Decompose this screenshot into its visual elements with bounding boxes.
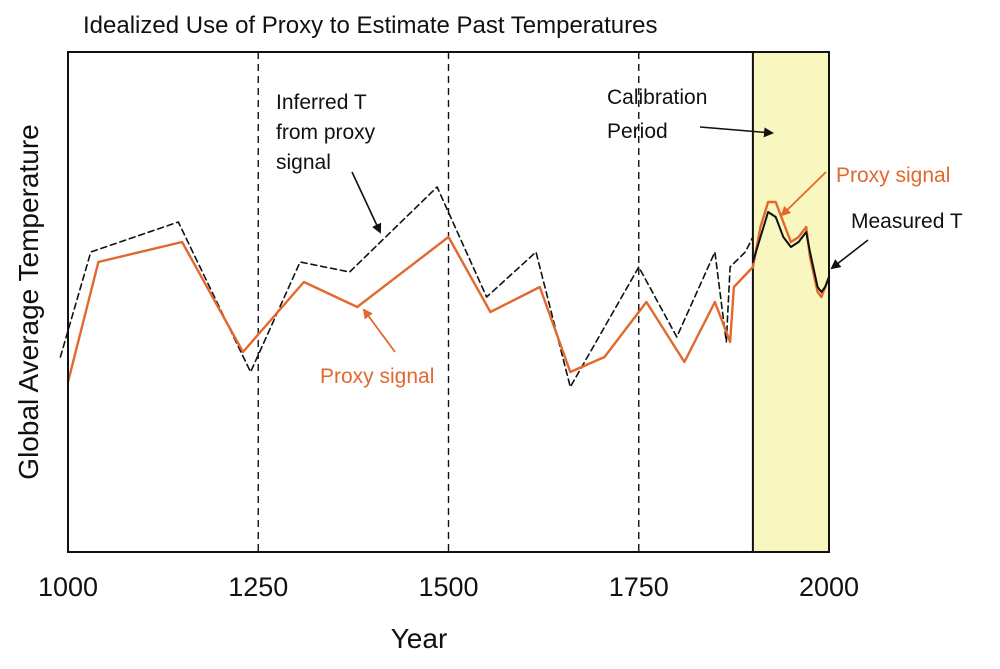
x-axis-label: Year — [391, 623, 448, 654]
chart-title: Idealized Use of Proxy to Estimate Past … — [83, 12, 658, 39]
annotation-proxy-calib-text: Proxy signal — [836, 164, 950, 187]
series-proxy-line — [66, 235, 755, 384]
annotation-calibration-line-2: Period — [607, 120, 668, 143]
x-tick-label-1000: 1000 — [38, 572, 98, 602]
annotation-inferred-line-3: signal — [276, 151, 331, 174]
annotation-proxy-main-arrow — [362, 308, 396, 353]
annotation-measured: Measured T — [830, 210, 963, 270]
annotation-proxy-main-text: Proxy signal — [320, 365, 434, 388]
calibration-period-band — [752, 52, 829, 552]
series-measured-line — [751, 211, 830, 293]
plot-frame — [67, 51, 830, 553]
annotation-calibration-arrow — [699, 126, 774, 138]
annotation-measured-text: Measured T — [851, 210, 963, 233]
series-proxy-calibration-line — [751, 200, 831, 299]
x-tick-label-1750: 1750 — [609, 572, 669, 602]
y-axis-label: Global Average Temperature — [13, 124, 44, 479]
series-inferred-line — [59, 186, 754, 388]
x-tick-label-1250: 1250 — [228, 572, 288, 602]
annotation-inferred-line-1: Inferred T — [276, 91, 367, 114]
annotation-measured-arrow — [830, 239, 869, 270]
x-tick-label-1500: 1500 — [418, 572, 478, 602]
x-tick-label-2000: 2000 — [799, 572, 859, 602]
annotation-inferred: Inferred T from proxy signal — [276, 91, 382, 234]
annotation-calibration-line-1: Calibration — [607, 86, 707, 109]
annotation-calibration: Calibration Period — [607, 86, 774, 143]
annotation-inferred-line-2: from proxy — [276, 121, 376, 144]
annotation-inferred-arrow — [351, 171, 382, 234]
annotation-proxy-main: Proxy signal — [320, 308, 434, 388]
annotation-proxy-calib: Proxy signal — [780, 164, 950, 217]
annotation-proxy-calib-arrow — [780, 171, 827, 217]
